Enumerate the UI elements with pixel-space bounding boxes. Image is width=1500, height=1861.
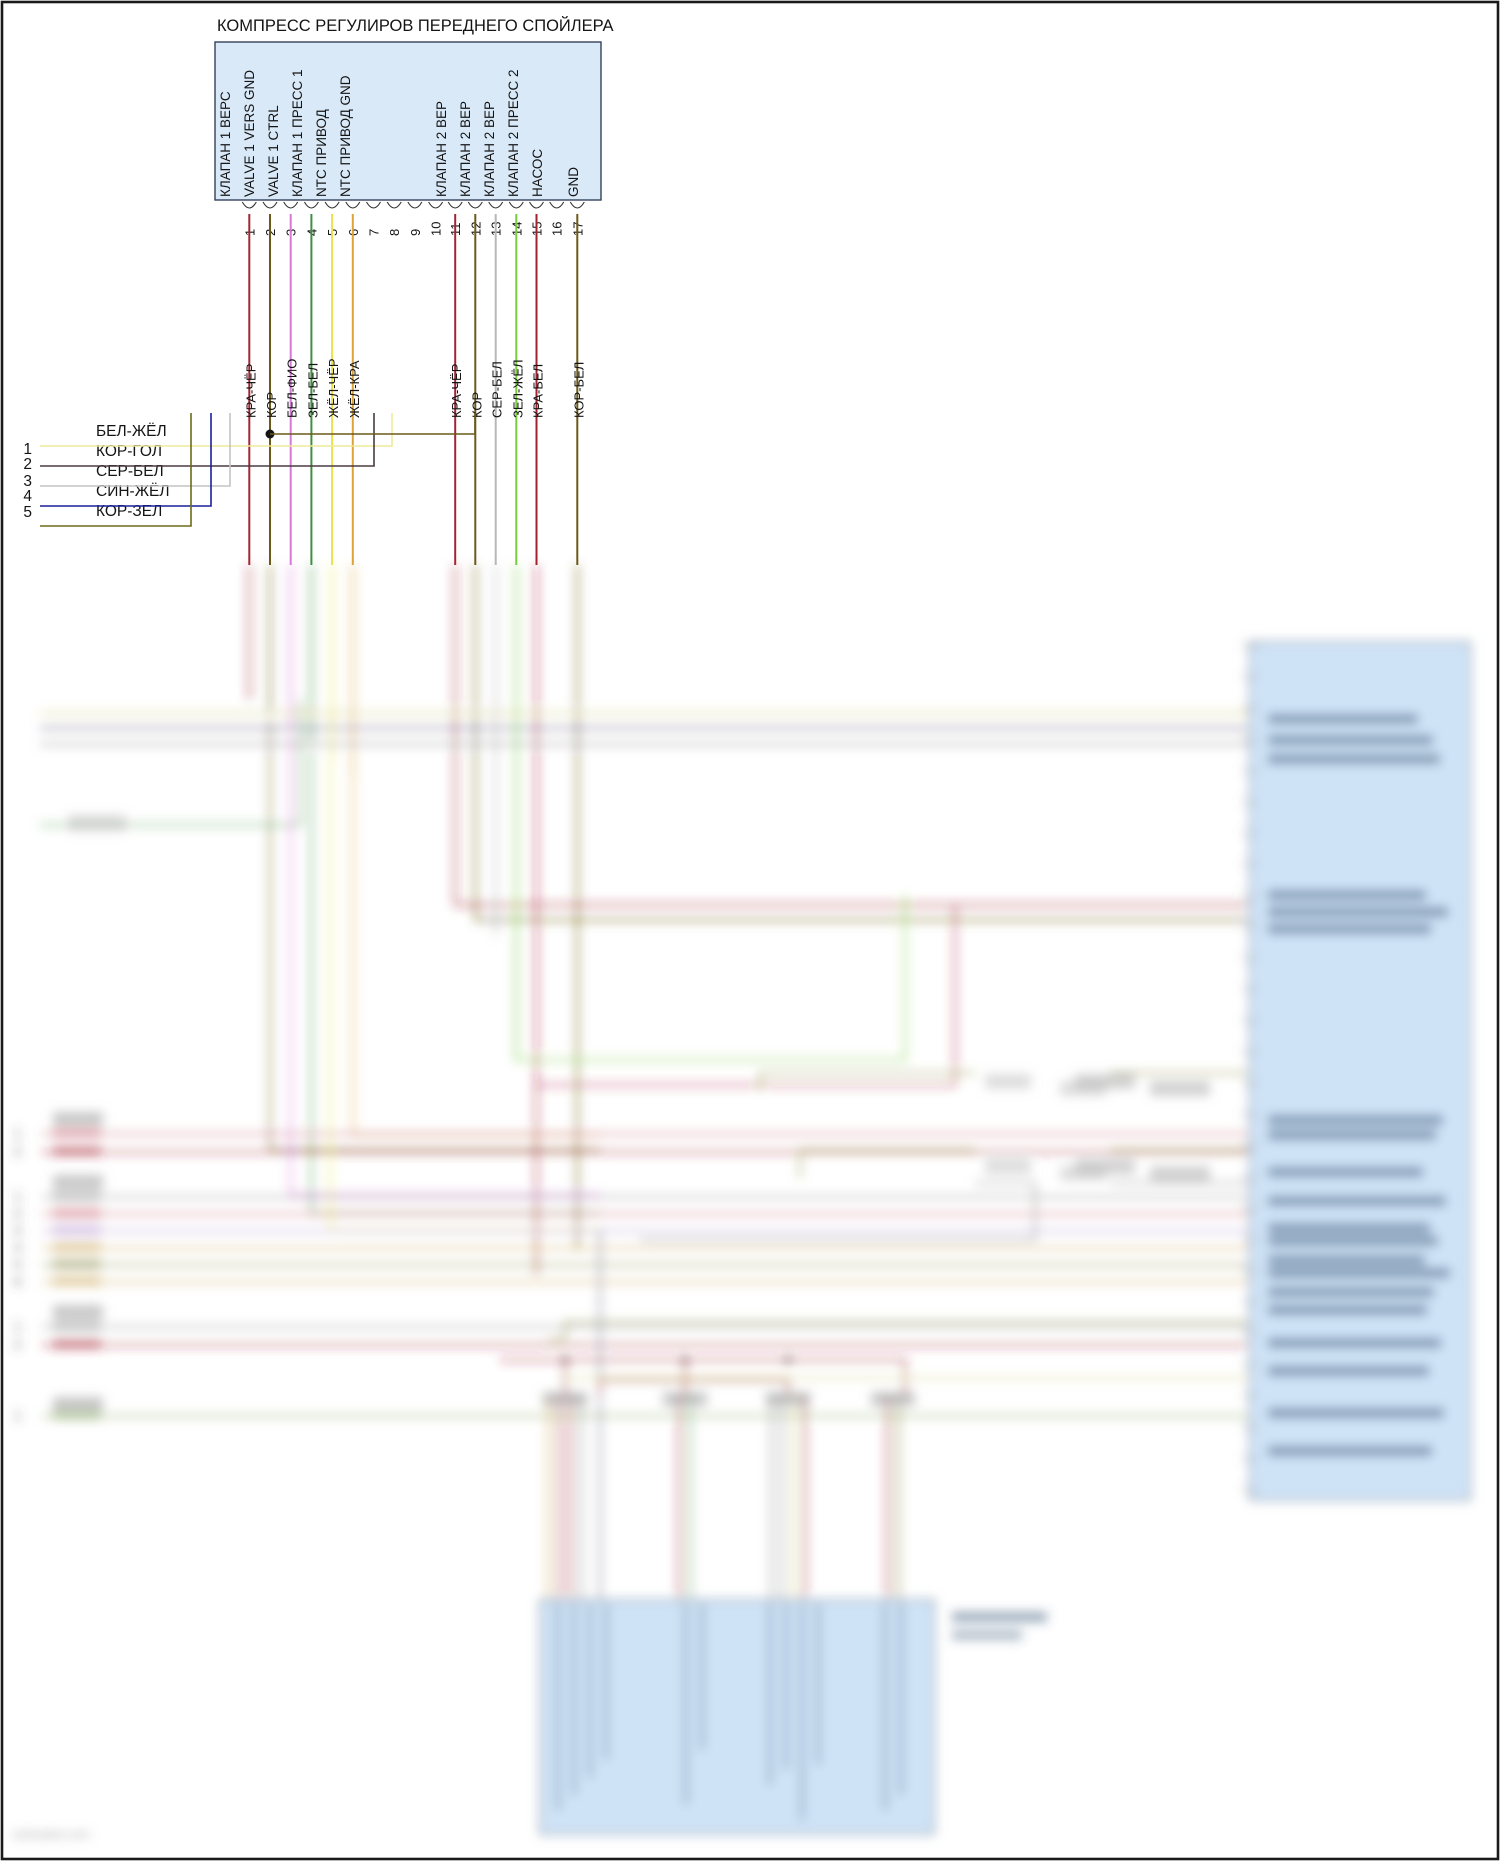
svg-text:2: 2 — [14, 1144, 21, 1159]
svg-text:7: 7 — [367, 229, 382, 236]
svg-text:9: 9 — [408, 229, 423, 236]
svg-text:КЛАПАН 2 ВЕР: КЛАПАН 2 ВЕР — [434, 101, 449, 197]
svg-text:4: 4 — [14, 1240, 21, 1255]
svg-text:КОР-БЕЛ: КОР-БЕЛ — [571, 362, 586, 418]
svg-text:1: 1 — [14, 1408, 21, 1423]
svg-text:КРА-ЧЁР: КРА-ЧЁР — [243, 364, 258, 418]
svg-text:NTC ПРИВОД GND: NTC ПРИВОД GND — [338, 75, 353, 197]
svg-text:NTC ПРИВОД: NTC ПРИВОД — [314, 109, 329, 197]
svg-text:VALVE 1 CTRL: VALVE 1 CTRL — [266, 105, 281, 197]
svg-text:КРА-ЧЁР: КРА-ЧЁР — [449, 364, 464, 418]
svg-text:КОР: КОР — [264, 392, 279, 418]
svg-text:2: 2 — [14, 1337, 21, 1352]
svg-text:КЛАПАН 1 ВЕРС: КЛАПАН 1 ВЕРС — [218, 91, 233, 197]
svg-text:ЗЕЛ-ЖЁЛ: ЗЕЛ-ЖЁЛ — [510, 359, 525, 418]
svg-text:VALVE 1 VERS GND: VALVE 1 VERS GND — [242, 70, 257, 197]
svg-text:ЗЕЛ-БЕЛ: ЗЕЛ-БЕЛ — [305, 363, 320, 418]
svg-text:КОР: КОР — [469, 392, 484, 418]
svg-text:1: 1 — [14, 1319, 21, 1334]
svg-text:1: 1 — [14, 1189, 21, 1204]
svg-text:БЕЛ-ЖЁЛ: БЕЛ-ЖЁЛ — [96, 423, 167, 440]
svg-text:carfusebox.com: carfusebox.com — [12, 1829, 90, 1841]
svg-text:6: 6 — [14, 1274, 21, 1289]
svg-text:КЛАПАН 1 ПРЕСС 1: КЛАПАН 1 ПРЕСС 1 — [290, 69, 305, 197]
svg-text:КЛАПАН 2 ПРЕСС 2: КЛАПАН 2 ПРЕСС 2 — [506, 69, 521, 197]
svg-text:10: 10 — [429, 222, 444, 236]
svg-text:ЖЁЛ-ЧЁР: ЖЁЛ-ЧЁР — [326, 358, 341, 418]
svg-text:GND: GND — [566, 167, 581, 197]
svg-text:3: 3 — [14, 1223, 21, 1238]
svg-text:16: 16 — [550, 222, 565, 236]
svg-text:КОМПРЕСС РЕГУЛИРОВ ПЕРЕДНЕГО С: КОМПРЕСС РЕГУЛИРОВ ПЕРЕДНЕГО СПОЙЛЕРА — [217, 16, 614, 35]
svg-text:СЕР-БЕЛ: СЕР-БЕЛ — [490, 361, 505, 418]
svg-text:1: 1 — [14, 1126, 21, 1141]
svg-text:КЛАПАН 2 ВЕР: КЛАПАН 2 ВЕР — [482, 101, 497, 197]
svg-text:ЖЁЛ-КРА: ЖЁЛ-КРА — [347, 360, 362, 418]
svg-text:4: 4 — [23, 488, 32, 505]
svg-text:НАСОС: НАСОС — [530, 149, 545, 197]
svg-text:8: 8 — [387, 229, 402, 236]
svg-text:2: 2 — [23, 456, 32, 473]
svg-text:БЕЛ-ФИО: БЕЛ-ФИО — [285, 359, 300, 418]
svg-text:5: 5 — [23, 504, 32, 521]
svg-text:КЛАПАН 2 ВЕР: КЛАПАН 2 ВЕР — [458, 101, 473, 197]
svg-text:5: 5 — [14, 1257, 21, 1272]
svg-text:КРА-БЕЛ: КРА-БЕЛ — [531, 364, 546, 418]
svg-text:2: 2 — [14, 1206, 21, 1221]
